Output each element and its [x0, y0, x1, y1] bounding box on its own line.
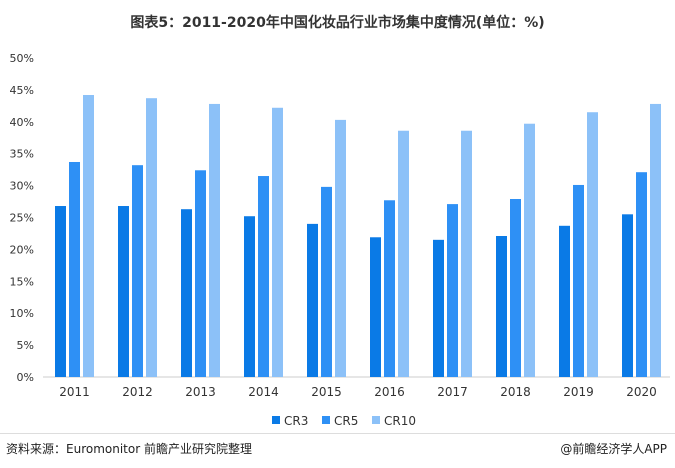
bar-cr10-2014 [272, 107, 283, 377]
bar-cr3-2018 [496, 236, 507, 377]
brand-label: @前瞻经济学人APP [560, 442, 667, 456]
bar-cr10-2018 [524, 123, 535, 378]
bar-cr5-2015 [321, 186, 332, 377]
bar-cr5-2011 [69, 161, 80, 377]
bar-cr5-2018 [510, 198, 521, 377]
x-tick-label: 2011 [59, 385, 90, 399]
legend-label-cr3: CR3 [284, 414, 308, 428]
bar-cr5-2012 [132, 165, 143, 377]
legend-swatch-cr5 [322, 416, 330, 424]
y-tick-label: 5% [17, 339, 34, 352]
x-tick-label: 2012 [122, 385, 153, 399]
legend-swatch-cr10 [372, 416, 380, 424]
bar-cr10-2013 [209, 103, 220, 377]
bar-cr10-2020 [650, 103, 661, 377]
bar-cr3-2015 [307, 223, 318, 377]
y-tick-label: 25% [10, 212, 34, 225]
bar-cr3-2013 [181, 209, 192, 377]
bar-cr10-2016 [398, 130, 409, 377]
y-tick-label: 35% [10, 148, 34, 161]
legend-label-cr10: CR10 [384, 414, 416, 428]
bar-cr5-2019 [573, 184, 584, 377]
bar-cr3-2014 [244, 216, 255, 377]
y-tick-label: 50% [10, 52, 34, 65]
x-tick-label: 2017 [437, 385, 468, 399]
bar-cr3-2020 [622, 214, 633, 377]
legend-swatch-cr3 [272, 416, 280, 424]
bar-cr5-2016 [384, 200, 395, 377]
x-tick-label: 2014 [248, 385, 279, 399]
y-tick-label: 45% [10, 84, 34, 97]
bar-cr5-2013 [195, 170, 206, 377]
y-tick-label: 15% [10, 275, 34, 288]
bar-cr10-2011 [83, 95, 94, 377]
bar-cr5-2014 [258, 176, 269, 377]
footer-divider [0, 433, 675, 434]
y-tick-label: 30% [10, 180, 34, 193]
bar-cr3-2017 [433, 239, 444, 377]
x-tick-label: 2020 [626, 385, 657, 399]
bar-cr3-2019 [559, 225, 570, 377]
bar-cr3-2012 [118, 206, 129, 377]
bar-cr10-2019 [587, 112, 598, 377]
bar-cr3-2011 [55, 206, 66, 377]
y-tick-label: 20% [10, 243, 34, 256]
y-tick-label: 40% [10, 116, 34, 129]
x-tick-label: 2013 [185, 385, 216, 399]
bar-cr10-2012 [146, 98, 157, 377]
source-note: 资料来源：Euromonitor 前瞻产业研究院整理 [6, 442, 252, 456]
bar-cr5-2017 [447, 204, 458, 377]
y-tick-label: 0% [17, 371, 34, 384]
y-tick-label: 10% [10, 307, 34, 320]
bar-cr3-2016 [370, 237, 381, 377]
bar-cr5-2020 [636, 172, 647, 377]
chart-title: 图表5：2011-2020年中国化妆品行业市场集中度情况(单位：%) [130, 15, 545, 31]
bar-cr10-2017 [461, 130, 472, 377]
x-tick-label: 2019 [563, 385, 594, 399]
legend-label-cr5: CR5 [334, 414, 358, 428]
x-tick-label: 2016 [374, 385, 405, 399]
x-tick-label: 2018 [500, 385, 531, 399]
bar-cr10-2015 [335, 119, 346, 378]
x-tick-label: 2015 [311, 385, 342, 399]
